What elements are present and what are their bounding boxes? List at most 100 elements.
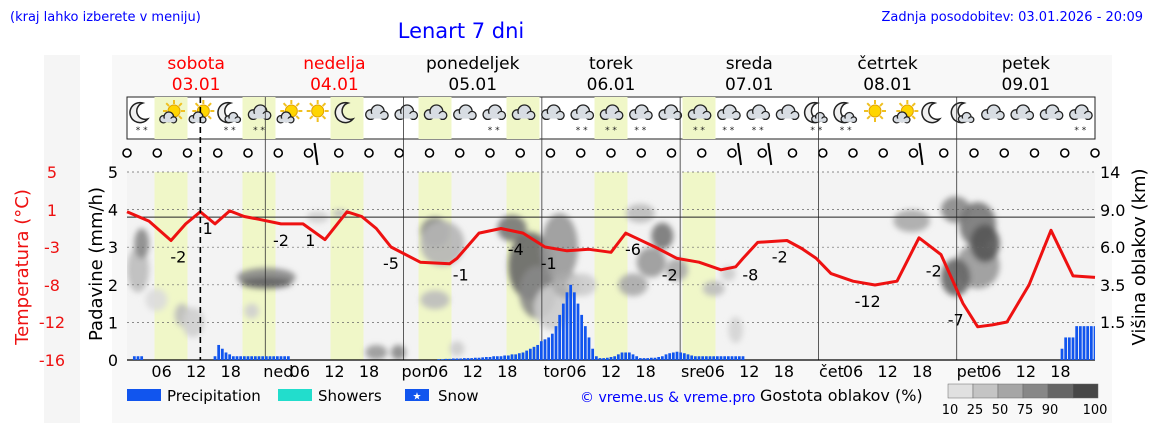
wind-calm-marker [485, 148, 495, 158]
cloud-icon [423, 104, 448, 121]
temperature-line [126, 209, 1096, 329]
temperature-value-label: -1 [541, 254, 557, 273]
density-swatch [972, 383, 999, 399]
wind-calm-marker [1090, 148, 1100, 158]
last-update: Zadnja posodobitev: 03.01.2026 - 20:09 [881, 10, 1143, 25]
temperature-value-label: -5 [383, 254, 399, 273]
precipitation-bar [620, 352, 624, 360]
snowflake-marks: * * [488, 126, 500, 136]
cloud-part [751, 113, 767, 119]
precipitation-bar [572, 292, 576, 360]
day-date: 09.01 [1002, 75, 1051, 95]
precipitation-bar [466, 358, 470, 360]
sun-cloud-icon [892, 100, 919, 124]
precipitation-bar [569, 284, 573, 360]
density-swatch [997, 383, 1024, 399]
legend-precipitation-swatch [127, 389, 161, 401]
legend-showers-label: Showers [318, 387, 382, 405]
sun-icon [864, 100, 886, 122]
cloud-part [663, 113, 679, 119]
cloud-part [487, 113, 503, 119]
time-tick: 12 [463, 362, 483, 381]
precipitation-bar [514, 354, 518, 360]
time-tick: 06 [290, 362, 310, 381]
cloud-snow-icon: * * [1069, 104, 1093, 136]
location-hint[interactable]: (kraj lahko izberete v meniju) [10, 10, 201, 25]
snowflake-marks: * * [634, 126, 646, 136]
precipitation-bar [594, 356, 598, 360]
density-swatch [1022, 383, 1049, 399]
sun-ray [898, 102, 904, 107]
precipitation-bar [440, 359, 444, 360]
day-date: 07.01 [725, 75, 774, 95]
precipitation-bar [275, 356, 279, 360]
temperature-labels: -2 1 -2 1 -5 -1 -4 -1 -6 -2 -8 -2 -12 -2 -7 [170, 219, 963, 330]
precipitation-bar [477, 357, 481, 360]
precipitation-bar [550, 333, 554, 360]
cloud-part [428, 113, 444, 119]
temperature-value-label: -2 [772, 248, 788, 267]
precipitation-bar [525, 350, 529, 360]
density-value: 75 [1017, 403, 1034, 418]
sun-ray [309, 115, 314, 120]
sun-ray [879, 102, 884, 107]
temperature-axis: 5 1 -3 -8 -12 -16 [39, 163, 65, 370]
wind-calm-marker [938, 148, 949, 158]
wind-calm-marker [182, 148, 193, 158]
sun-disc [311, 104, 325, 118]
precipitation-bar [224, 352, 228, 360]
time-tick: 12 [739, 362, 759, 381]
cloud-density-cell [449, 341, 465, 357]
temperature-value-label: -12 [855, 292, 881, 311]
cloud-part [961, 118, 972, 122]
precipitation-bar [268, 356, 272, 360]
cloud-part [575, 113, 591, 119]
time-tick: 06 [428, 362, 448, 381]
moon-shape [921, 101, 942, 124]
precipitation-bar [715, 356, 719, 360]
precipitation-bar [660, 356, 664, 360]
precipitation-bar [286, 356, 290, 360]
time-tick: 18 [1050, 362, 1070, 381]
cloud-part [399, 113, 415, 119]
day-name: sreda [726, 54, 773, 74]
temperature-value-label: -2 [273, 231, 289, 250]
temperature-tick: -3 [44, 238, 60, 257]
precipitation-bar [558, 314, 562, 360]
cloud-density-cell [636, 247, 666, 278]
precipitation-bar [257, 356, 261, 360]
precipitation-bar [631, 354, 635, 360]
precipitation-bar [528, 348, 532, 360]
precipitation-bar [591, 348, 595, 360]
sun-cloud-icon [159, 100, 185, 124]
sun-ray [282, 102, 288, 107]
cloud-snow-icon: * * [629, 104, 653, 136]
time-tick: 06 [705, 362, 725, 381]
precipitation-bar [708, 356, 712, 360]
temperature-value-label: -8 [742, 265, 758, 284]
precipitation-bar [730, 356, 734, 360]
precipitation-bar [239, 356, 243, 360]
precipitation-bar [649, 357, 653, 360]
day-date: 06.01 [587, 75, 636, 95]
precipitation-bar [1086, 326, 1090, 360]
density-value: 100 [1083, 403, 1108, 418]
precipitation-bar [517, 353, 521, 360]
precipitation-bar [679, 352, 683, 360]
time-tick: 18 [221, 362, 241, 381]
day-date: 04.01 [310, 75, 359, 95]
wind-calm-marker [545, 148, 556, 158]
precipitation-bar [246, 356, 250, 360]
temperature-value-label: -6 [625, 240, 641, 259]
precipitation-bar [495, 356, 499, 360]
cloud-density-cell [497, 215, 527, 242]
precipitation-bar [140, 356, 144, 360]
precipitation-bar [642, 358, 646, 360]
copyright-link[interactable]: © vreme.us & vreme.pro [580, 390, 755, 406]
precipitation-bar [488, 356, 492, 360]
daylight-band [242, 172, 276, 360]
cloud-density-cell [420, 220, 465, 266]
precipitation-bar [136, 356, 140, 360]
